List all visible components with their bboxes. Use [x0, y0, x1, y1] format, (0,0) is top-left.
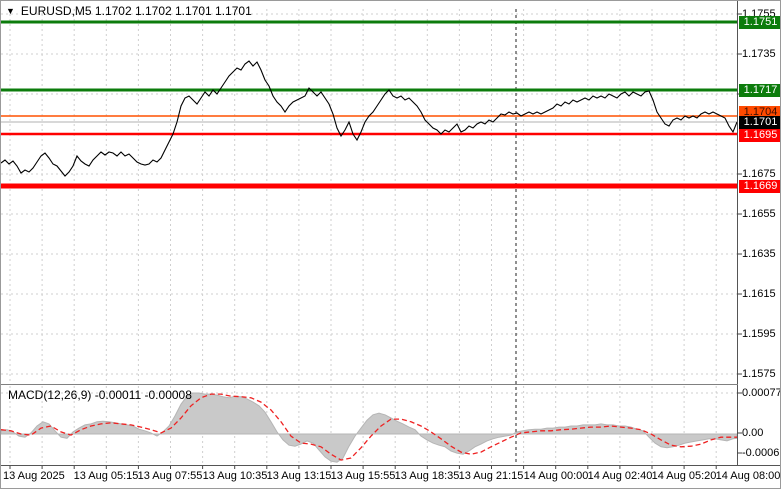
time-axis-label: 13 Aug 2025 [3, 470, 65, 482]
time-axis-label: 13 Aug 21:15 [458, 470, 524, 482]
price-tick-label: 1.1675 [742, 168, 776, 180]
time-axis-label: 13 Aug 15:55 [330, 470, 396, 482]
price-tick-label: 1.1575 [742, 368, 776, 380]
macd-signal-line [1, 393, 737, 461]
symbol-title-bar: ▼ EURUSD,M5 1.1702 1.1702 1.1701 1.1701 [6, 4, 252, 18]
time-axis-label: 14 Aug 02:40 [587, 470, 653, 482]
price-tick-label: 1.1735 [742, 48, 776, 60]
price-tick-label: 1.1615 [742, 288, 776, 300]
time-axis-label: 13 Aug 07:55 [137, 470, 203, 482]
macd-histogram [1, 392, 738, 463]
price-level-badge: 1.1701 [739, 116, 780, 129]
price-line-series [1, 60, 738, 177]
macd-indicator-label: MACD(12,26,9) -0.00011 -0.00008 [8, 388, 192, 402]
symbol-ohlc-text: EURUSD,M5 1.1702 1.1702 1.1701 1.1701 [20, 4, 252, 18]
macd-tick-label: -0.0006 [742, 447, 780, 459]
time-axis-label: 14 Aug 00:00 [523, 470, 589, 482]
time-axis-label: 13 Aug 05:15 [73, 470, 139, 482]
time-axis-label: 14 Aug 05:20 [651, 470, 717, 482]
price-level-badge: 1.1695 [739, 129, 780, 142]
time-axis-label: 14 Aug 08:00 [715, 470, 781, 482]
price-tick-label: 1.1635 [742, 248, 776, 260]
price-tick-label: 1.1655 [742, 208, 776, 220]
price-level-badge: 1.1704 [739, 106, 780, 119]
price-level-badge: 1.1717 [739, 84, 780, 97]
time-axis-label: 13 Aug 13:15 [266, 470, 332, 482]
time-axis-label: 13 Aug 18:35 [394, 470, 460, 482]
time-axis-label: 13 Aug 10:35 [202, 470, 268, 482]
price-tick-label: 1.1595 [742, 328, 776, 340]
macd-tick-label: 0.00077 [742, 387, 781, 399]
chevron-down-icon[interactable]: ▼ [6, 6, 15, 16]
price-level-badge: 1.1751 [739, 16, 780, 29]
macd-tick-label: 0.00 [742, 427, 764, 439]
price-level-badge: 1.1669 [739, 180, 780, 193]
